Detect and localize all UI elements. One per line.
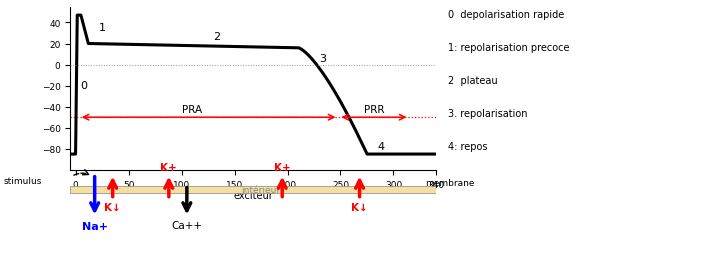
Text: 4: repos: 4: repos bbox=[448, 141, 488, 151]
Text: K+: K+ bbox=[160, 162, 177, 172]
Bar bbox=[70, 186, 436, 193]
Text: 3. repolarisation: 3. repolarisation bbox=[448, 109, 527, 119]
Text: PRR: PRR bbox=[364, 105, 385, 115]
X-axis label: exciteur: exciteur bbox=[233, 190, 273, 200]
Text: Ca++: Ca++ bbox=[172, 220, 202, 230]
Text: K+: K+ bbox=[274, 162, 290, 172]
Text: 2: 2 bbox=[213, 32, 221, 42]
Text: K↓: K↓ bbox=[352, 202, 368, 213]
Text: stimulus: stimulus bbox=[4, 177, 42, 185]
Text: 4: 4 bbox=[378, 141, 385, 151]
Text: PRA: PRA bbox=[182, 105, 202, 115]
Text: membrane: membrane bbox=[425, 178, 475, 187]
Text: Na+: Na+ bbox=[82, 221, 108, 231]
Text: 0  depolarisation rapide: 0 depolarisation rapide bbox=[448, 10, 565, 20]
Text: 0: 0 bbox=[80, 81, 87, 90]
Text: intérieur: intérieur bbox=[241, 185, 280, 194]
Text: 3: 3 bbox=[319, 54, 326, 64]
Text: 2  plateau: 2 plateau bbox=[448, 76, 498, 86]
Text: 1: repolarisation precoce: 1: repolarisation precoce bbox=[448, 43, 569, 53]
Text: K↓: K↓ bbox=[104, 202, 121, 213]
Text: 1: 1 bbox=[99, 23, 106, 33]
